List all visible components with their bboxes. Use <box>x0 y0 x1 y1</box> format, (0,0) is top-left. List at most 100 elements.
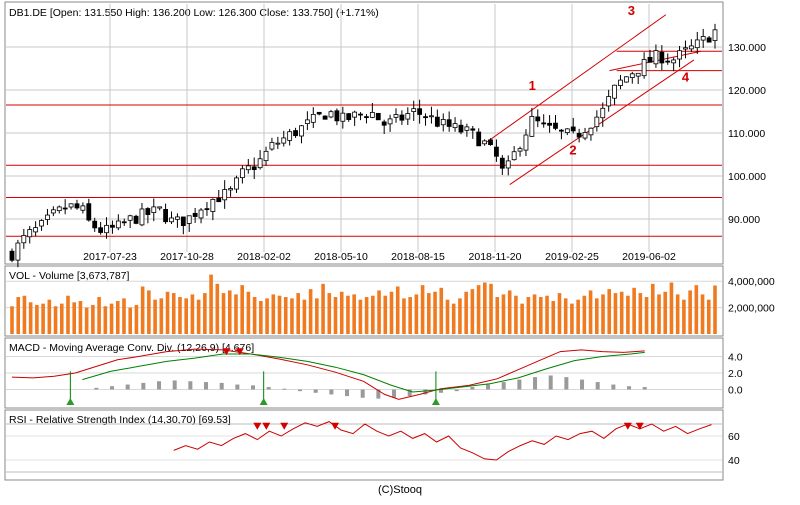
candle-body <box>169 217 174 223</box>
volume-bar <box>203 293 207 334</box>
rsi-panel <box>4 409 724 481</box>
footer-copyright: (C)Stooq <box>377 484 423 496</box>
macd-histogram-bar <box>423 389 428 395</box>
candle-body <box>275 142 281 145</box>
rsi-line <box>173 421 712 461</box>
candle-body <box>488 139 493 146</box>
macd-title: MACD - Moving Average Conv. Div. (12,26,… <box>9 342 254 354</box>
candle-body <box>517 148 523 152</box>
candle-body <box>588 127 594 136</box>
candle-body <box>612 84 617 99</box>
candle-body <box>121 221 127 224</box>
macd-histogram-bar <box>627 386 632 390</box>
candle-body <box>175 216 180 220</box>
candle-body <box>476 131 482 147</box>
candle-body <box>45 214 50 220</box>
volume-bar <box>638 293 643 334</box>
volume-bar <box>613 293 618 334</box>
volume-bar <box>377 290 381 334</box>
candle-body <box>381 121 387 126</box>
candle-body <box>304 119 310 125</box>
price-y-tick-label: 120.000 <box>728 85 766 97</box>
price-y-tick-label: 90.000 <box>728 214 760 226</box>
candle-body <box>659 51 665 64</box>
volume-bar <box>532 294 537 334</box>
buy-signal-marker <box>66 398 75 405</box>
candle-body <box>281 137 287 144</box>
volume-bar <box>619 291 624 334</box>
volume-bar <box>700 294 705 334</box>
candle-body <box>677 50 682 60</box>
candle-body <box>641 59 647 77</box>
macd-histogram-bar <box>251 385 256 390</box>
price-x-tick-label: 2017-10-28 <box>160 251 214 263</box>
volume-bar <box>495 297 500 334</box>
macd-histogram-bar <box>439 389 444 393</box>
macd-y-tick-label: 0.0 <box>728 385 743 397</box>
candle-body <box>541 122 547 125</box>
macd-histogram-bar <box>172 380 177 390</box>
candle-body <box>364 116 369 119</box>
candle-body <box>594 116 600 128</box>
volume-bar <box>327 293 332 334</box>
candle-body <box>440 119 446 126</box>
volume-bar <box>352 294 356 334</box>
volume-bar <box>209 274 213 334</box>
candle-body <box>482 140 488 145</box>
macd-histogram-bar <box>204 382 209 390</box>
rsi-y-tick-label: 60 <box>728 431 740 443</box>
macd-histogram-bar <box>94 387 99 390</box>
volume-bar <box>227 290 232 334</box>
price-y-tick-label: 110.000 <box>728 128 765 140</box>
volume-bar <box>545 295 549 334</box>
candle-body <box>299 125 304 137</box>
volume-bar <box>159 298 164 334</box>
price-x-tick-label: 2019-06-02 <box>622 251 676 263</box>
volume-bar <box>644 297 649 334</box>
sell-signal-marker <box>235 348 244 356</box>
candle-body <box>647 56 653 63</box>
candle-body <box>322 115 328 120</box>
rsi-overbought-marker <box>623 422 632 430</box>
candle-body <box>269 141 275 150</box>
candle-body <box>115 220 121 229</box>
chart-annotation: 2 <box>569 143 576 158</box>
price-x-tick-label: 2017-07-23 <box>83 251 137 263</box>
price-x-tick-label: 2019-02-25 <box>545 251 599 263</box>
chart-annotation: 3 <box>628 3 635 18</box>
volume-bar <box>346 295 350 334</box>
volume-bar <box>221 293 226 334</box>
volume-bar <box>153 299 157 334</box>
price-x-tick-label: 2018-08-15 <box>391 251 445 263</box>
candle-body <box>98 227 104 233</box>
volume-bar <box>688 290 692 334</box>
macd-layer: 0.0 2.0 4.0 <box>6 348 743 405</box>
candle-body <box>600 107 606 119</box>
volume-bar <box>557 293 562 334</box>
price-x-tick-label: 2018-11-20 <box>469 251 522 263</box>
volume-bar <box>451 303 456 334</box>
volume-bar <box>66 295 70 334</box>
macd-histogram-bar <box>141 382 146 390</box>
volume-bar <box>576 299 580 334</box>
macd-histogram-bar <box>376 389 381 399</box>
volume-bar <box>464 291 468 334</box>
candle-body <box>393 114 399 118</box>
volume-bar <box>358 299 363 334</box>
candle-body <box>369 112 375 118</box>
macd-histogram-bar <box>298 389 303 392</box>
volume-bar <box>563 298 568 334</box>
candle-body <box>80 205 86 211</box>
rsi-layer: 40 60 <box>6 421 740 473</box>
macd-histogram-bar <box>282 388 287 390</box>
volume-bar <box>252 297 257 334</box>
candle-body <box>417 108 423 115</box>
rsi-overbought-marker <box>280 422 289 430</box>
volume-bar <box>539 297 543 334</box>
volume-bar <box>165 291 170 334</box>
volume-layer: 2,000,000 4,000,000 <box>6 274 775 334</box>
volume-bar <box>682 299 686 334</box>
macd-histogram-bar <box>486 384 491 390</box>
candle-body <box>629 73 635 78</box>
